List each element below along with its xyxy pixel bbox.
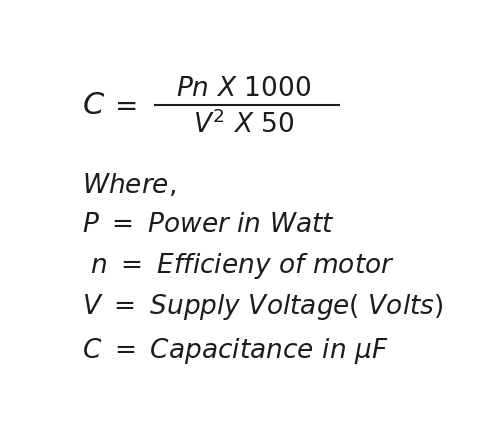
Text: $\mathit{\ n\ =\ Efficieny\ of\ motor}$: $\mathit{\ n\ =\ Efficieny\ of\ motor}$ xyxy=(82,251,395,281)
Text: $\mathit{Pn\ X\ 1000}$: $\mathit{Pn\ X\ 1000}$ xyxy=(176,76,312,101)
Text: $\mathit{C\ =\ Capacitance\ in\ \mu F}$: $\mathit{C\ =\ Capacitance\ in\ \mu F}$ xyxy=(82,336,389,366)
Text: $=$: $=$ xyxy=(109,92,136,119)
Text: $\mathit{C}$: $\mathit{C}$ xyxy=(82,90,106,121)
Text: $\mathit{P\ =\ Power\ in\ Watt}$: $\mathit{P\ =\ Power\ in\ Watt}$ xyxy=(82,213,335,237)
Text: $\mathit{V^2\ X\ 50}$: $\mathit{V^2\ X\ 50}$ xyxy=(193,109,295,138)
Text: $\mathit{Where,}$: $\mathit{Where,}$ xyxy=(82,171,176,198)
Text: $\mathit{V\ =\ Supply\ Voltage\left(\ Volts\right)}$: $\mathit{V\ =\ Supply\ Voltage\left(\ Vo… xyxy=(82,292,444,322)
